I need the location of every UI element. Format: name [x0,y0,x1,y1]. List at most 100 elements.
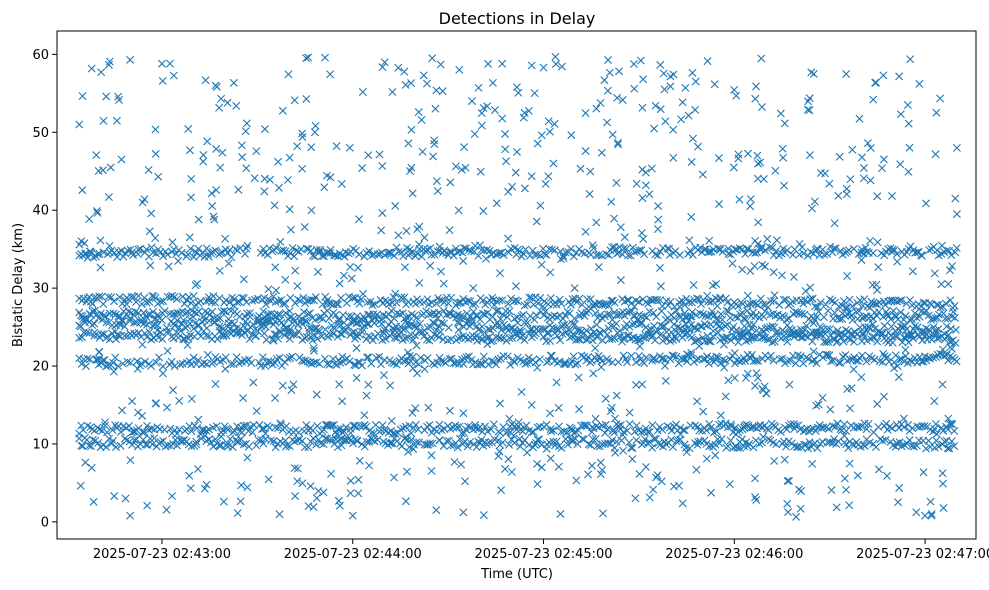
scatter-point-3021 [730,349,739,358]
scatter-point-2200 [535,355,544,364]
scatter-point-1069 [233,328,242,337]
scatter-point-3067 [615,67,624,76]
scatter-point-2539 [552,300,561,309]
scatter-point-2451 [311,293,320,302]
scatter-point-2171 [464,352,473,361]
scatter-point-3265 [272,286,281,295]
scatter-point-1455 [325,314,334,323]
scatter-point-3509 [445,406,454,415]
scatter-point-1203 [584,335,593,344]
scatter-point-2379 [115,293,124,302]
scatter-point-2117 [323,359,332,368]
scatter-point-2527 [525,293,534,302]
scatter-point-2744 [326,70,335,79]
scatter-point-814 [461,319,470,328]
scatter-point-1331 [893,332,902,341]
scatter-point-1355 [951,339,960,348]
scatter-point-2559 [604,301,613,310]
scatter-point-2764 [419,71,428,80]
scatter-point-3291 [193,279,202,288]
scatter-point-274 [787,420,795,429]
scatter-point-2498 [444,299,453,308]
scatter-point-2932 [901,345,910,354]
scatter-point-1293 [801,331,810,340]
scatter-point-3105 [479,207,488,216]
scatter-point-135 [427,428,436,437]
scatter-point-1082 [272,330,281,339]
scatter-point-2479 [392,298,401,307]
scatter-point-3085 [302,94,311,103]
scatter-point-3001 [234,185,243,194]
scatter-point-177 [533,423,542,432]
scatter-point-1611 [739,314,748,323]
scatter-point-1838 [438,248,447,257]
scatter-point-3297 [682,448,691,457]
scatter-point-2547 [575,294,584,303]
scatter-point-3197 [242,119,251,128]
scatter-point-3213 [947,344,956,353]
scatter-point-1401 [182,308,191,317]
scatter-point-2981 [249,378,258,387]
scatter-point-3064 [406,167,415,175]
scatter-point-1524 [501,307,510,316]
scatter-point-3358 [400,67,409,76]
scatter-point-3383 [846,404,855,413]
scatter-point-504 [498,438,507,447]
scatter-point-507 [510,438,519,447]
scatter-point-3032 [523,448,532,457]
scatter-point-3159 [184,334,193,343]
scatter-point-2046 [111,353,120,362]
scatter-point-2838 [785,380,794,389]
scatter-point-2116 [320,354,329,363]
plot-frame [56,30,977,540]
scatter-point-2897 [938,380,947,389]
scatter-point-1472 [373,310,382,319]
scatter-point-2684 [641,462,650,471]
scatter-point-1098 [308,336,317,345]
scatter-point-1690 [941,314,950,323]
scatter-point-1874 [526,251,534,260]
scatter-point-3124 [732,430,741,439]
scatter-point-3143 [554,462,563,471]
scatter-point-1974 [803,251,812,260]
scatter-point-532 [584,440,593,449]
scatter-point-2968 [306,482,315,491]
scatter-point-3451 [241,127,250,136]
scatter-point-2936 [581,227,590,236]
scatter-point-3337 [616,276,625,285]
scatter-point-3285 [612,391,621,400]
scatter-point-1233 [661,334,670,343]
scatter-point-2464 [351,293,360,302]
scatter-point-2918 [649,355,658,364]
scatter-point-1005 [951,325,960,334]
scatter-point-1536 [541,307,550,316]
scatter-points [75,52,961,521]
scatter-point-2867 [394,63,403,72]
scatter-point-1462 [350,315,359,324]
scatter-point-2643 [841,303,850,312]
scatter-point-3026 [158,76,167,85]
scatter-point-3530 [857,255,866,264]
scatter-point-2752 [666,82,675,91]
scatter-point-1963 [772,246,781,255]
scatter-point-2426 [239,294,248,303]
scatter-point-1544 [561,311,570,320]
scatter-point-3387 [265,175,274,184]
scatter-point-1890 [569,252,578,261]
scatter-point-2288 [769,356,778,365]
scatter-point-3480 [790,424,799,433]
scatter-point-456 [373,435,382,444]
scatter-point-2910 [290,96,299,105]
scatter-point-84 [302,421,311,430]
scatter-point-3239 [645,493,654,502]
scatter-point-630 [842,440,851,449]
scatter-point-2593 [697,300,706,309]
scatter-point-530 [578,434,587,443]
scatter-point-2773 [932,430,941,439]
scatter-point-1182 [525,329,534,338]
scatter-point-521 [552,437,561,446]
scatter-point-3538 [157,59,166,68]
scatter-point-611 [794,442,803,451]
scatter-point-2964 [364,380,373,389]
